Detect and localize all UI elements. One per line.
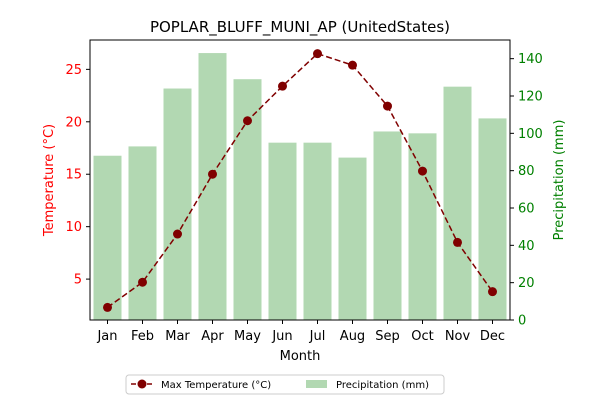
- temperature-line: [103, 49, 497, 312]
- left-y-tick-label: 10: [65, 220, 82, 235]
- legend: Max Temperature (°C) Precipitation (mm): [125, 374, 445, 395]
- x-tick-label: Jul: [309, 329, 326, 344]
- temperature-point: [103, 302, 112, 312]
- left-y-tick-label: 25: [65, 63, 82, 78]
- x-tick-label: Apr: [201, 329, 224, 344]
- precipitation-bars: [93, 53, 507, 321]
- right-y-tick-label: 0: [518, 314, 526, 329]
- precipitation-bar: [268, 142, 297, 320]
- precipitation-bar: [373, 131, 402, 320]
- right-y-tick-label: 60: [518, 202, 535, 217]
- precipitation-bar: [408, 133, 437, 320]
- x-axis-label: Month: [280, 349, 321, 364]
- left-y-tick-label: 15: [65, 168, 82, 183]
- x-tick-label: Dec: [480, 329, 505, 344]
- right-y-tick-label: 40: [518, 239, 535, 254]
- legend-label-temperature: Max Temperature (°C): [161, 380, 271, 391]
- x-tick-label: Nov: [445, 329, 471, 344]
- temperature-point: [278, 81, 287, 91]
- left-y-axis-label: Temperature (°C): [42, 124, 57, 237]
- precipitation-bar: [233, 79, 262, 320]
- precipitation-bar: [443, 86, 472, 321]
- x-tick-label: Sep: [375, 329, 400, 344]
- left-y-tick-label: 5: [74, 273, 82, 288]
- temperature-point: [348, 60, 357, 70]
- temperature-point: [208, 169, 217, 179]
- temperature-point: [313, 49, 322, 59]
- right-y-tick-label: 140: [518, 52, 543, 67]
- right-y-tick-label: 20: [518, 276, 535, 291]
- precipitation-bar: [128, 146, 157, 320]
- right-y-tick-label: 100: [518, 127, 543, 142]
- temperature-point: [243, 116, 252, 126]
- legend-label-precipitation: Precipitation (mm): [336, 380, 429, 391]
- temperature-point: [418, 166, 427, 176]
- temperature-point: [383, 101, 392, 111]
- x-tick-label: May: [234, 329, 261, 344]
- x-tick-label: Oct: [411, 329, 433, 344]
- right-y-tick-label: 120: [518, 90, 543, 105]
- precipitation-bar: [338, 157, 367, 320]
- temperature-point: [488, 287, 497, 297]
- plot-frame: [89, 39, 511, 321]
- x-tick-label: Jan: [96, 329, 117, 344]
- left-y-tick-label: 20: [65, 115, 82, 130]
- x-tick-label: Feb: [131, 329, 154, 344]
- legend-frame: [125, 374, 445, 395]
- legend-marker-swatch: [137, 379, 147, 389]
- precipitation-bar: [163, 88, 192, 321]
- right-y-axis: 0 20 40 60 80 100 120 140: [510, 52, 543, 329]
- chart-title: POPLAR_BLUFF_MUNI_AP (UnitedStates): [150, 18, 450, 37]
- right-y-tick-label: 80: [518, 164, 535, 179]
- legend-bar-swatch: [306, 380, 327, 388]
- x-axis: Jan Feb Mar Apr May Jun Jul Aug Sep Oct Nov Dec: [96, 320, 505, 344]
- temperature-point: [453, 237, 462, 247]
- x-tick-label: Jun: [271, 329, 292, 344]
- temperature-line-path: [107, 52, 494, 309]
- precipitation-bar: [303, 142, 332, 320]
- right-y-axis-label: Precipitation (mm): [552, 120, 567, 241]
- precipitation-bar: [93, 155, 122, 320]
- left-y-axis: 5 10 15 20 25: [65, 63, 90, 288]
- precipitation-bar: [478, 118, 507, 321]
- precipitation-bar: [198, 53, 227, 321]
- x-tick-label: Mar: [165, 329, 190, 344]
- x-tick-label: Aug: [340, 329, 365, 344]
- temperature-point: [173, 229, 182, 239]
- temperature-point: [138, 277, 147, 287]
